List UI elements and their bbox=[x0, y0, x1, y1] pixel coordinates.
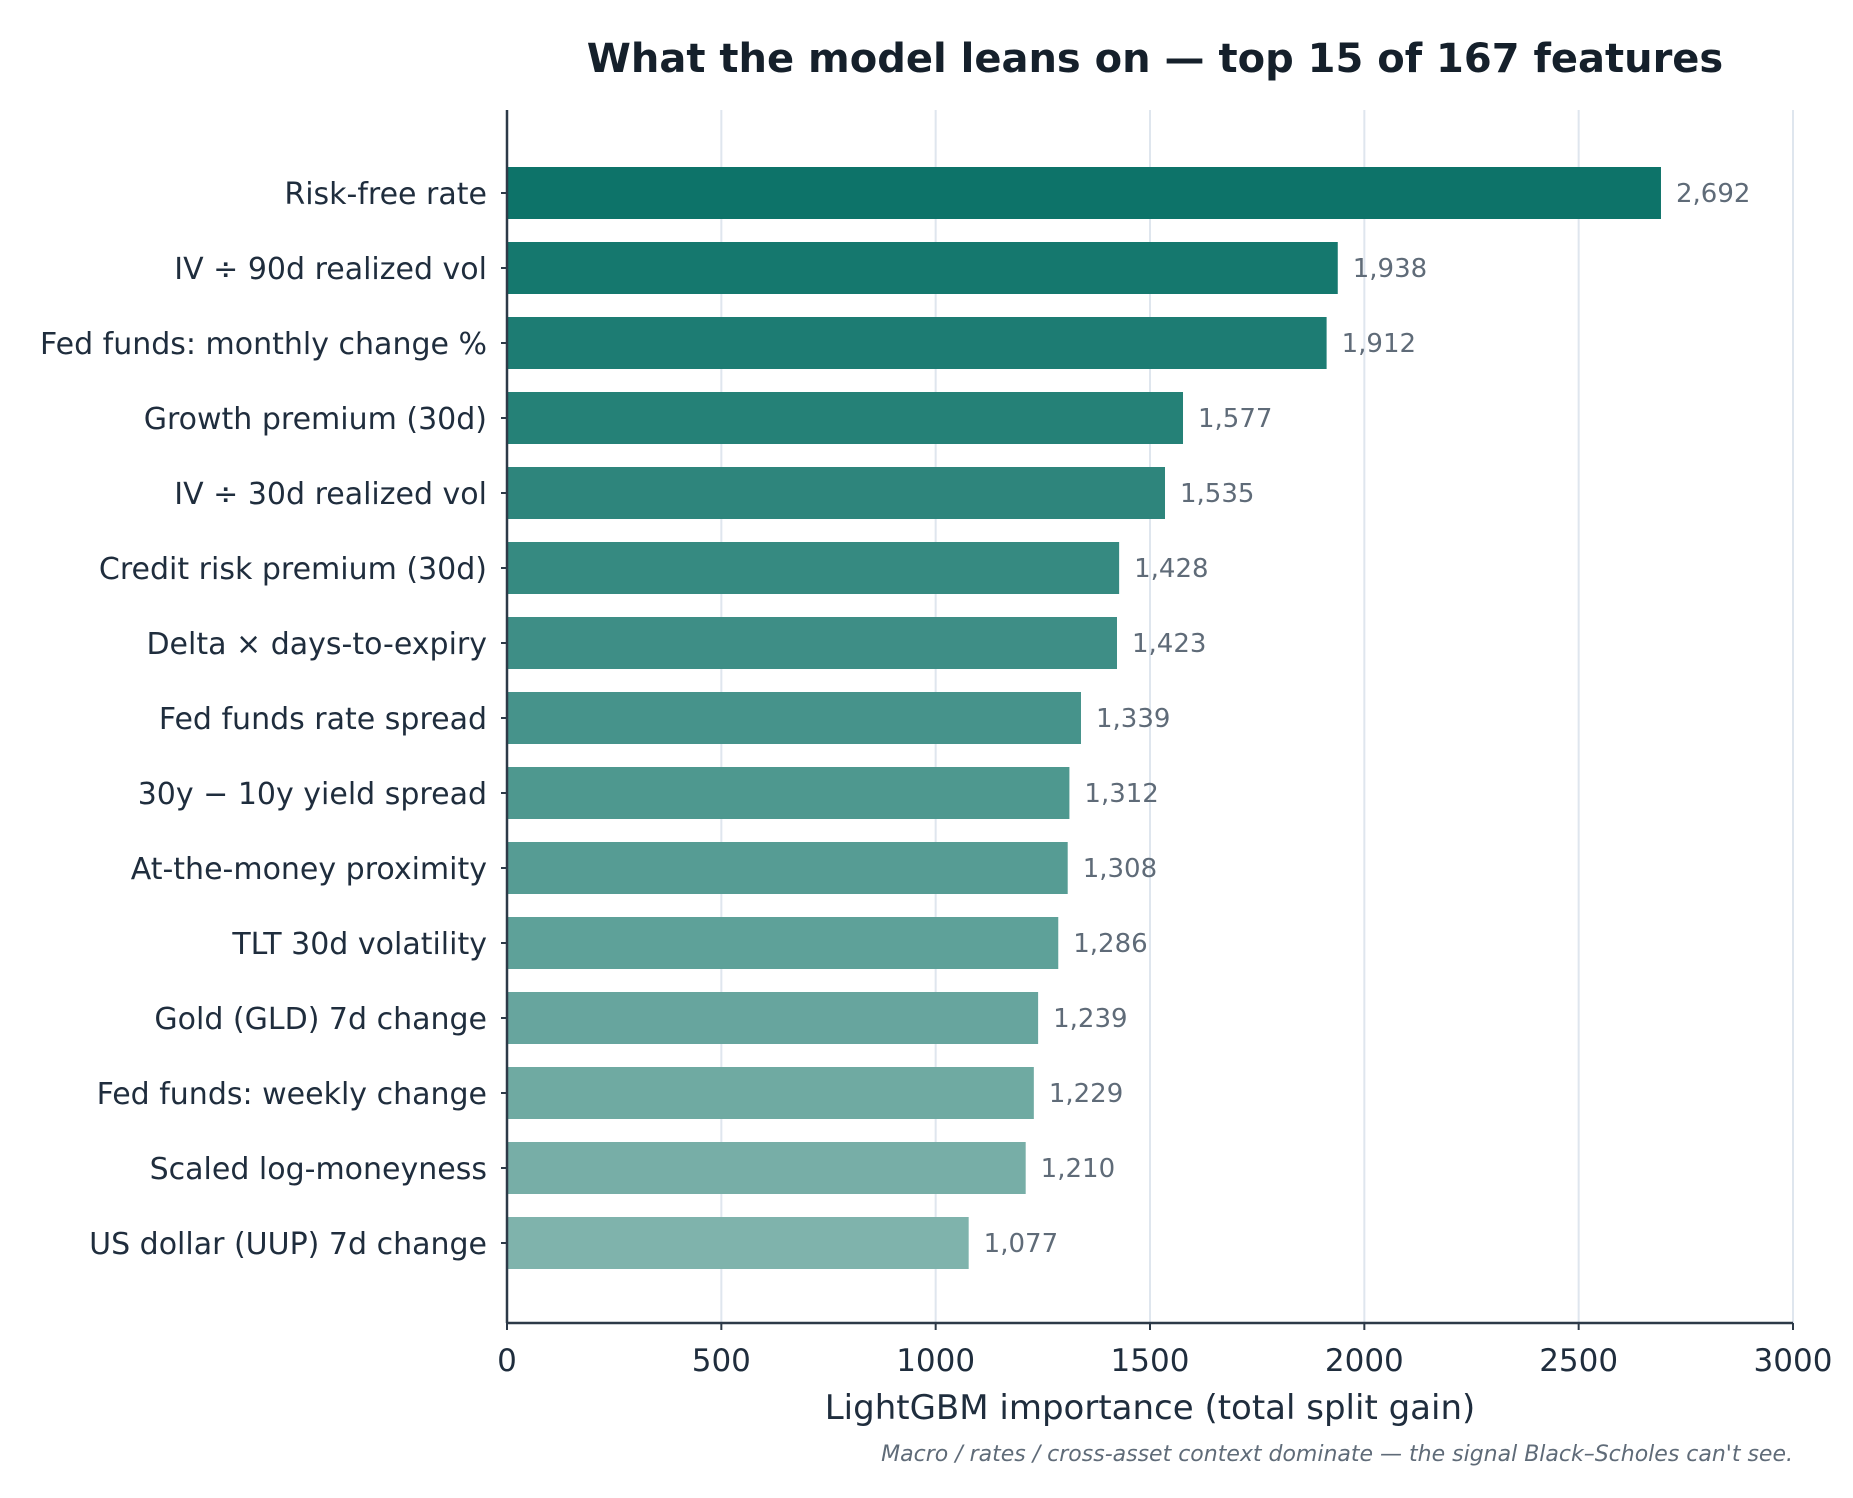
data-label: 1,229 bbox=[1049, 1079, 1123, 1109]
data-label: 1,239 bbox=[1053, 1004, 1127, 1034]
bar bbox=[507, 1217, 969, 1269]
data-label: 1,286 bbox=[1073, 929, 1147, 959]
category-labels: Risk-free rate IV ÷ 90d realized vol Fed f… bbox=[40, 177, 487, 1262]
x-tick-labels: 0 500 1000 1500 2000 2500 3000 bbox=[497, 1343, 1832, 1379]
x-tick-label: 1000 bbox=[896, 1343, 975, 1379]
x-tick-label: 3000 bbox=[1754, 1343, 1833, 1379]
chart-title: What the model leans on — top 15 of 167 … bbox=[587, 36, 1723, 82]
category-label: Gold (GLD) 7d change bbox=[154, 1002, 487, 1037]
category-label: Fed funds rate spread bbox=[159, 702, 487, 737]
bar bbox=[507, 167, 1661, 219]
bar bbox=[507, 617, 1117, 669]
category-label: Scaled log-moneyness bbox=[150, 1152, 487, 1187]
data-label: 1,912 bbox=[1342, 329, 1416, 359]
x-tick-label: 500 bbox=[692, 1343, 751, 1379]
bar bbox=[507, 767, 1070, 819]
data-label: 1,077 bbox=[984, 1229, 1058, 1259]
category-label: TLT 30d volatility bbox=[231, 927, 487, 962]
data-label: 1,938 bbox=[1353, 254, 1427, 284]
category-label: Fed funds: weekly change bbox=[97, 1077, 487, 1112]
category-label: Risk-free rate bbox=[284, 177, 487, 212]
x-axis-label: LightGBM importance (total split gain) bbox=[825, 1388, 1476, 1428]
category-label: US dollar (UUP) 7d change bbox=[89, 1227, 487, 1262]
chart-caption: Macro / rates / cross-asset context domi… bbox=[881, 1442, 1793, 1467]
bars bbox=[507, 167, 1661, 1269]
bar bbox=[507, 542, 1120, 594]
data-label: 1,312 bbox=[1084, 779, 1158, 809]
axes bbox=[501, 110, 1794, 1330]
bar bbox=[507, 467, 1166, 519]
bar bbox=[507, 842, 1068, 894]
category-label: IV ÷ 30d realized vol bbox=[174, 477, 487, 512]
data-label: 1,308 bbox=[1083, 854, 1157, 884]
data-label: 1,535 bbox=[1180, 479, 1254, 509]
data-label: 1,423 bbox=[1132, 629, 1206, 659]
bar bbox=[507, 692, 1081, 744]
bar bbox=[507, 992, 1039, 1044]
category-label: Credit risk premium (30d) bbox=[99, 552, 487, 587]
bar bbox=[507, 392, 1184, 444]
category-label: 30y − 10y yield spread bbox=[138, 777, 487, 812]
category-label: IV ÷ 90d realized vol bbox=[174, 252, 487, 287]
category-label: Fed funds: monthly change % bbox=[40, 327, 487, 362]
bar bbox=[507, 917, 1059, 969]
x-tick-label: 1500 bbox=[1111, 1343, 1190, 1379]
x-tick-label: 2000 bbox=[1325, 1343, 1404, 1379]
category-label: At-the-money proximity bbox=[131, 852, 487, 887]
value-labels: 2,692 1,938 1,912 1,577 1,535 1,428 1,423 1,339… bbox=[984, 179, 1751, 1259]
data-label: 1,339 bbox=[1096, 704, 1170, 734]
x-tick-label: 2500 bbox=[1539, 1343, 1618, 1379]
data-label: 1,428 bbox=[1134, 554, 1208, 584]
data-label: 1,577 bbox=[1198, 404, 1272, 434]
bar bbox=[507, 317, 1327, 369]
bar bbox=[507, 1067, 1034, 1119]
bar bbox=[507, 1142, 1026, 1194]
x-tick-label: 0 bbox=[497, 1343, 517, 1379]
category-label: Growth premium (30d) bbox=[144, 402, 487, 437]
category-label: Delta × days-to-expiry bbox=[146, 627, 487, 662]
bar bbox=[507, 242, 1338, 294]
data-label: 1,210 bbox=[1041, 1154, 1115, 1184]
data-label: 2,692 bbox=[1676, 179, 1750, 209]
